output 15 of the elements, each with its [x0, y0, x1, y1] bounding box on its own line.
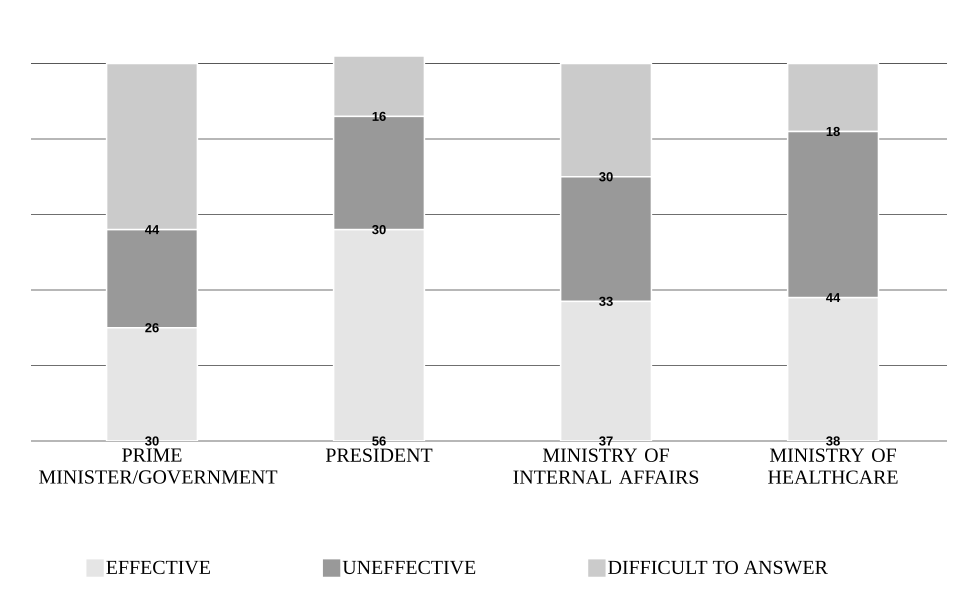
data-label: 33 [599, 296, 613, 306]
x-tick-label: MINISTRY OF INTERNAL AFFAIRS [513, 448, 698, 484]
x-tick-label: PRESIDENT [326, 448, 432, 462]
data-label: 30 [372, 225, 386, 234]
data-label: 30 [599, 172, 613, 182]
x-tick-label: PRIME MINISTER/GOVERNMENT [39, 448, 278, 484]
x-tick-label: MINISTRY OF HEALTHCARE [768, 448, 898, 484]
legend-label: UNEFFECTIVE [342, 560, 476, 574]
data-label: 26 [145, 323, 159, 332]
data-label: 18 [826, 126, 840, 136]
data-label: 44 [826, 293, 840, 302]
legend-label: DIFFICULT TO ANSWER [608, 560, 828, 574]
legend-label: EFFECTIVE [106, 560, 210, 574]
data-label: 44 [145, 225, 160, 234]
data-label: 16 [372, 112, 386, 121]
